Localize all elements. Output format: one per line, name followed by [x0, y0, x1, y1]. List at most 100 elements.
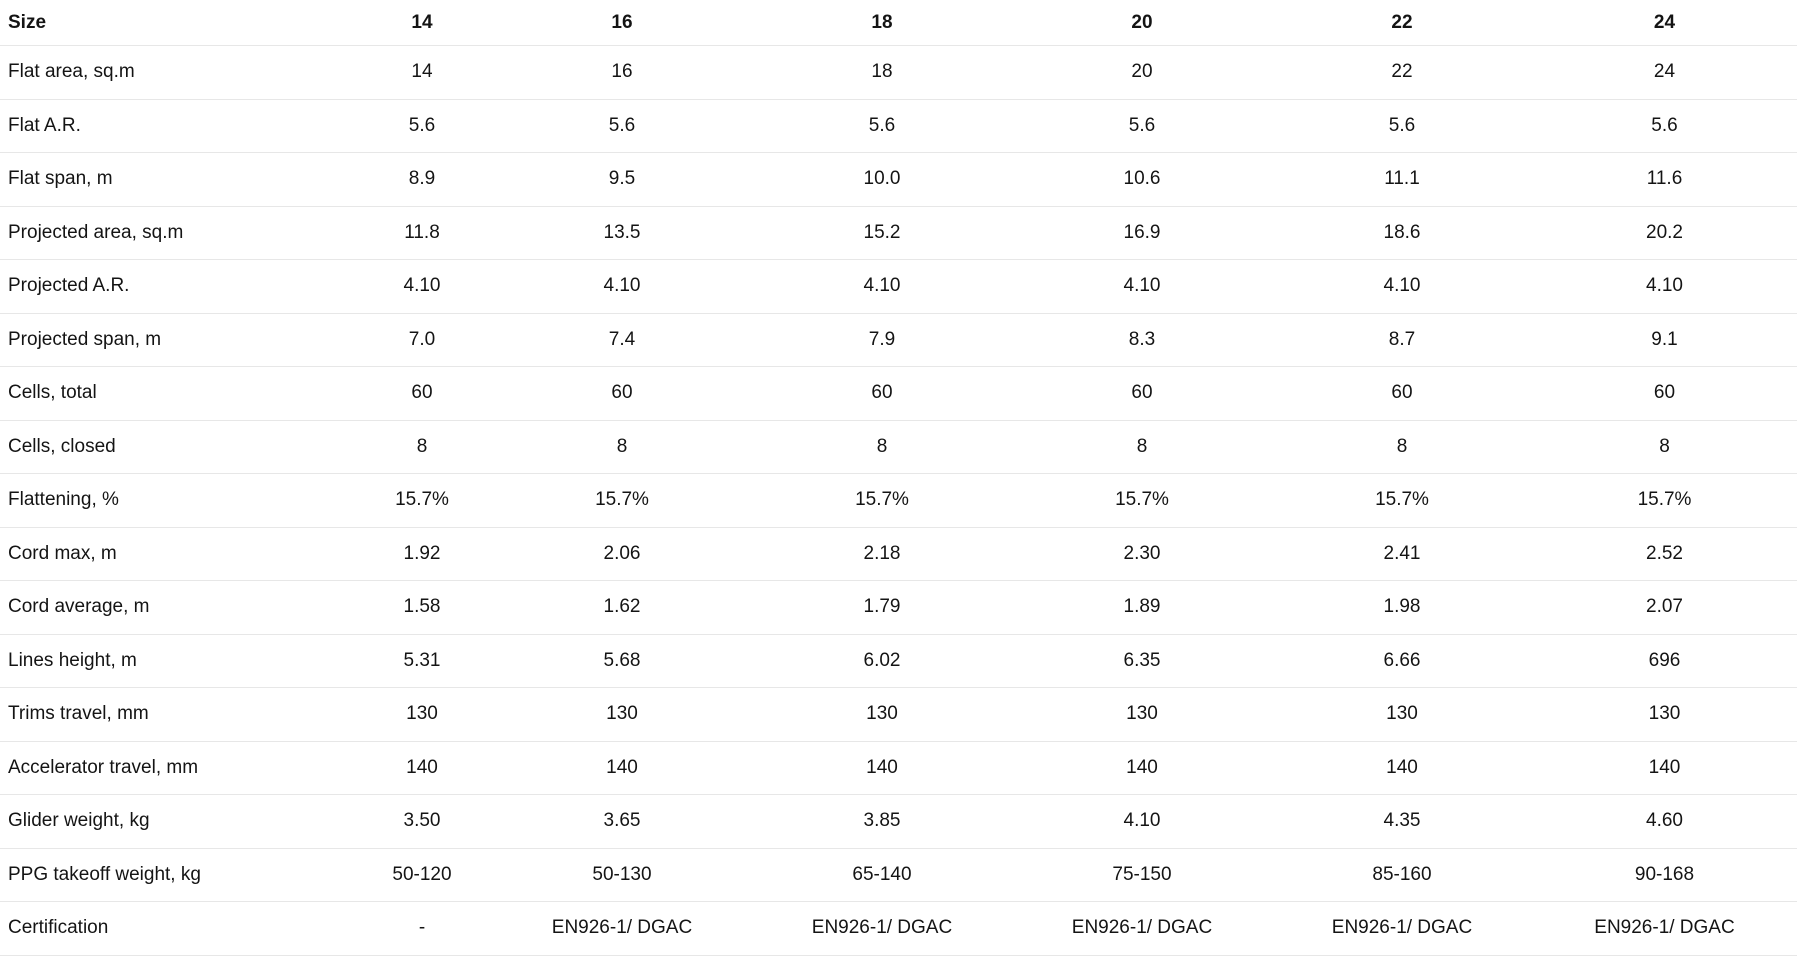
spec-label: Projected area, sq.m	[0, 206, 352, 260]
spec-value: 5.6	[752, 99, 1012, 153]
spec-label: Flat span, m	[0, 152, 352, 207]
spec-value: -	[352, 901, 492, 956]
spec-value: 13.5	[492, 206, 752, 260]
spec-value: 5.6	[352, 99, 492, 153]
spec-value: 6.02	[752, 634, 1012, 688]
spec-value: 60	[1272, 366, 1532, 421]
spec-value: EN926-1/ DGAC	[752, 901, 1012, 956]
spec-row: Projected A.R. 4.10 4.10 4.10 4.10 4.10 4.10	[0, 259, 1797, 314]
spec-value: 15.7%	[1272, 473, 1532, 528]
spec-row: PPG takeoff weight, kg 50-120 50-130 65-14…	[0, 848, 1797, 902]
spec-value: 5.31	[352, 634, 492, 688]
spec-value: 10.6	[1012, 152, 1272, 207]
spec-value: 11.1	[1272, 152, 1532, 207]
size-column-header: 24	[1532, 0, 1797, 46]
spec-value: 15.2	[752, 206, 1012, 260]
size-column-header: 14	[352, 0, 492, 46]
spec-value: 22	[1272, 45, 1532, 100]
spec-value: 15.7%	[492, 473, 752, 528]
spec-value: 9.5	[492, 152, 752, 207]
spec-row: Flat A.R. 5.6 5.6 5.6 5.6 5.6 5.6	[0, 99, 1797, 153]
spec-value: EN926-1/ DGAC	[1532, 901, 1797, 956]
spec-value: 130	[352, 687, 492, 742]
spec-row: Projected span, m 7.0 7.4 7.9 8.3 8.7 9.1	[0, 313, 1797, 367]
spec-value: 3.65	[492, 794, 752, 849]
spec-row: Flat span, m 8.9 9.5 10.0 10.6 11.1 11.6	[0, 152, 1797, 207]
spec-value: 10.0	[752, 152, 1012, 207]
spec-value: 20	[1012, 45, 1272, 100]
spec-value: 7.9	[752, 313, 1012, 367]
spec-value: 11.6	[1532, 152, 1797, 207]
spec-value: 8	[752, 420, 1012, 474]
spec-value: 60	[352, 366, 492, 421]
spec-value: 50-130	[492, 848, 752, 902]
spec-row: Projected area, sq.m 11.8 13.5 15.2 16.9 18.…	[0, 206, 1797, 260]
spec-value: 4.10	[752, 259, 1012, 314]
spec-rows: Flat area, sq.m 14 16 18 20 22 24 Flat A.R. 5…	[0, 45, 1797, 956]
spec-value: 9.1	[1532, 313, 1797, 367]
spec-row: Lines height, m 5.31 5.68 6.02 6.35 6.66 696	[0, 634, 1797, 688]
spec-value: 18	[752, 45, 1012, 100]
spec-value: 140	[1012, 741, 1272, 795]
spec-value: 140	[492, 741, 752, 795]
spec-value: 2.07	[1532, 580, 1797, 635]
spec-label: Flat A.R.	[0, 99, 352, 153]
spec-value: 130	[1012, 687, 1272, 742]
spec-value: 5.6	[1532, 99, 1797, 153]
spec-value: 5.6	[492, 99, 752, 153]
spec-value: 130	[492, 687, 752, 742]
spec-value: 5.6	[1272, 99, 1532, 153]
spec-value: 140	[1532, 741, 1797, 795]
spec-value: 2.06	[492, 527, 752, 581]
header-row: Size 14 16 18 20 22 24	[0, 0, 1797, 46]
spec-value: 140	[752, 741, 1012, 795]
spec-value: 140	[352, 741, 492, 795]
spec-value: EN926-1/ DGAC	[492, 901, 752, 956]
spec-value: 2.18	[752, 527, 1012, 581]
spec-value: 4.35	[1272, 794, 1532, 849]
spec-value: 1.92	[352, 527, 492, 581]
spec-value: 8	[1532, 420, 1797, 474]
spec-label: Projected span, m	[0, 313, 352, 367]
spec-label: Cells, total	[0, 366, 352, 421]
size-column-header: 22	[1272, 0, 1532, 46]
size-header-label: Size	[0, 0, 352, 46]
spec-value: 15.7%	[752, 473, 1012, 528]
spec-value: 2.52	[1532, 527, 1797, 581]
spec-value: 50-120	[352, 848, 492, 902]
spec-value: 8	[1272, 420, 1532, 474]
spec-row: Flat area, sq.m 14 16 18 20 22 24	[0, 45, 1797, 100]
spec-row: Trims travel, mm 130 130 130 130 130 130	[0, 687, 1797, 742]
spec-value: 60	[752, 366, 1012, 421]
spec-row: Certification - EN926-1/ DGAC EN926-1/ DGA…	[0, 901, 1797, 956]
spec-value: 4.10	[492, 259, 752, 314]
spec-value: 130	[752, 687, 1012, 742]
spec-label: Cord max, m	[0, 527, 352, 581]
spec-value: 130	[1272, 687, 1532, 742]
size-column-header: 18	[752, 0, 1012, 46]
spec-value: 7.0	[352, 313, 492, 367]
spec-label: Glider weight, kg	[0, 794, 352, 849]
spec-label: Projected A.R.	[0, 259, 352, 314]
spec-value: 8	[352, 420, 492, 474]
spec-value: 15.7%	[1012, 473, 1272, 528]
spec-value: 65-140	[752, 848, 1012, 902]
spec-row: Glider weight, kg 3.50 3.65 3.85 4.10 4.35 4.…	[0, 794, 1797, 849]
spec-value: 16	[492, 45, 752, 100]
spec-label: Lines height, m	[0, 634, 352, 688]
size-column-header: 20	[1012, 0, 1272, 46]
spec-label: Accelerator travel, mm	[0, 741, 352, 795]
spec-value: 24	[1532, 45, 1797, 100]
spec-row: Accelerator travel, mm 140 140 140 140 140 14…	[0, 741, 1797, 795]
spec-value: 4.10	[1532, 259, 1797, 314]
spec-row: Cells, total 60 60 60 60 60 60	[0, 366, 1797, 421]
spec-value: 1.89	[1012, 580, 1272, 635]
spec-row: Flattening, % 15.7% 15.7% 15.7% 15.7% 15.7% 1…	[0, 473, 1797, 528]
spec-value: 3.50	[352, 794, 492, 849]
spec-label: Certification	[0, 901, 352, 956]
spec-value: 4.10	[1272, 259, 1532, 314]
spec-value: 8.3	[1012, 313, 1272, 367]
spec-value: 85-160	[1272, 848, 1532, 902]
